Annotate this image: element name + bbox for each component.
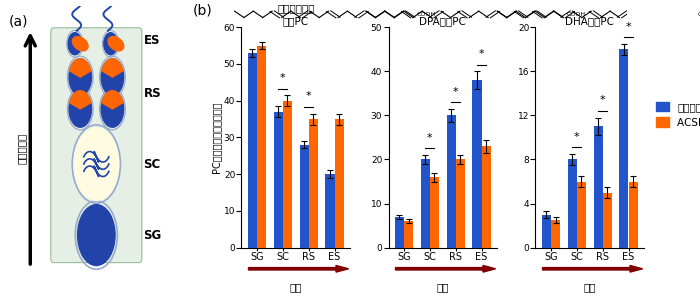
Wedge shape	[70, 59, 91, 77]
Bar	[473, 80, 482, 248]
Title: DPA含有PC: DPA含有PC	[419, 16, 466, 26]
Bar	[430, 177, 439, 248]
Text: RS: RS	[144, 86, 161, 100]
Circle shape	[101, 91, 124, 127]
Wedge shape	[102, 91, 123, 109]
Ellipse shape	[108, 37, 124, 51]
Text: (b): (b)	[193, 3, 212, 17]
Text: *: *	[453, 87, 459, 97]
Text: COOH: COOH	[566, 12, 586, 17]
Text: *: *	[280, 73, 286, 83]
Text: *: *	[306, 92, 312, 101]
Text: COOH: COOH	[416, 12, 435, 17]
Text: 分化: 分化	[437, 282, 449, 292]
Text: 分化: 分化	[584, 282, 596, 292]
Bar	[456, 159, 465, 248]
Bar	[395, 217, 404, 248]
Text: *: *	[479, 49, 484, 59]
Circle shape	[68, 33, 82, 55]
Wedge shape	[102, 59, 123, 77]
Bar	[542, 214, 551, 248]
Title: アラキドン酸
含有PC: アラキドン酸 含有PC	[277, 3, 314, 26]
Legend: コントロール, ACSL6 欠損: コントロール, ACSL6 欠損	[656, 102, 700, 127]
Bar	[274, 112, 283, 248]
Circle shape	[78, 205, 115, 265]
Text: (a): (a)	[9, 15, 29, 29]
Circle shape	[69, 91, 92, 127]
Bar	[447, 115, 456, 248]
Bar	[248, 53, 257, 248]
Bar	[482, 146, 491, 248]
Text: ES: ES	[144, 34, 160, 47]
Text: *: *	[626, 21, 631, 32]
Wedge shape	[70, 91, 91, 109]
Bar	[421, 159, 430, 248]
Bar	[603, 193, 612, 248]
Bar	[404, 221, 413, 248]
Circle shape	[69, 59, 92, 95]
Y-axis label: PC中の各リン脆質の割合: PC中の各リン脆質の割合	[211, 102, 221, 173]
Bar	[568, 159, 577, 248]
Circle shape	[101, 59, 124, 95]
Bar	[594, 126, 603, 248]
Bar	[629, 182, 638, 248]
Bar	[300, 145, 309, 248]
Bar	[283, 101, 292, 248]
Text: *: *	[574, 132, 580, 142]
Text: *: *	[600, 95, 606, 105]
Bar	[551, 220, 560, 248]
Circle shape	[104, 33, 118, 55]
Text: COOH: COOH	[698, 12, 700, 17]
Bar	[326, 174, 335, 248]
Circle shape	[74, 128, 118, 200]
Ellipse shape	[72, 37, 88, 51]
Text: *: *	[427, 133, 433, 143]
Bar	[335, 119, 344, 248]
Title: DHA含有PC: DHA含有PC	[566, 16, 615, 26]
Text: SC: SC	[144, 158, 161, 171]
Text: 精細胞分化: 精細胞分化	[16, 133, 27, 164]
Bar	[577, 182, 586, 248]
Text: 分化: 分化	[290, 282, 302, 292]
Text: SG: SG	[144, 229, 162, 242]
FancyBboxPatch shape	[51, 28, 142, 263]
Bar	[309, 119, 318, 248]
Bar	[257, 46, 266, 248]
Bar	[620, 49, 629, 248]
